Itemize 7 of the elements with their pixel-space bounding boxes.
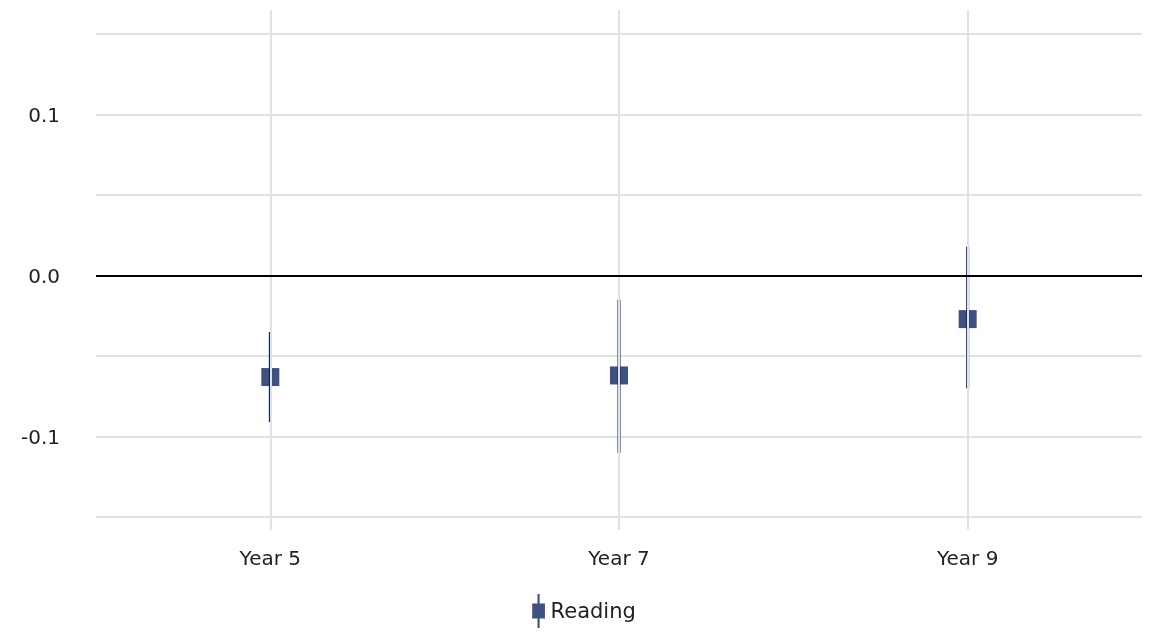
y-tick-label: 0.1 — [28, 102, 60, 127]
x-tick-label: Year 5 — [238, 546, 302, 570]
legend-label: Reading — [550, 599, 636, 623]
y-tick-label: -0.1 — [20, 424, 60, 449]
x-tick-label: Year 9 — [935, 546, 999, 570]
x-tick-label: Year 7 — [587, 546, 650, 570]
y-tick-label: 0.0 — [28, 263, 60, 288]
